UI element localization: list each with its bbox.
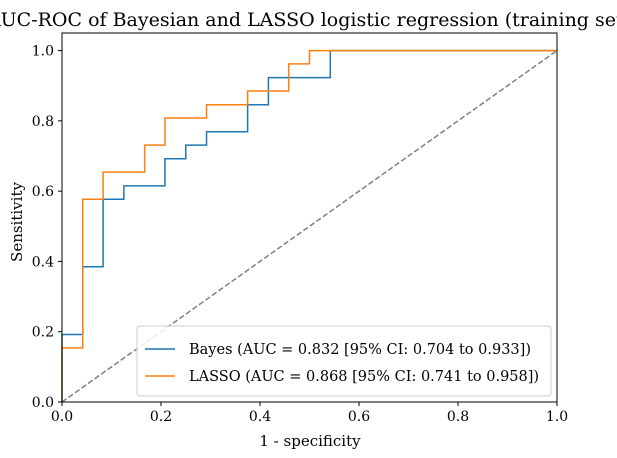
legend-entry-1: LASSO (AUC = 0.868 [95% CI: 0.741 to 0.9… bbox=[189, 369, 539, 385]
x-tick-label: 0.2 bbox=[150, 409, 172, 425]
y-tick-label: 0.6 bbox=[32, 184, 54, 200]
y-tick-label: 0.8 bbox=[32, 114, 54, 130]
y-axis-label: Sensitivity bbox=[8, 182, 26, 262]
x-tick-label: 0.4 bbox=[249, 409, 271, 425]
x-tick-label: 0.6 bbox=[348, 409, 370, 425]
y-tick-label: 1.0 bbox=[32, 44, 54, 60]
series-line-1 bbox=[61, 49, 557, 402]
x-axis-label: 1 - specificity bbox=[259, 432, 361, 450]
y-tick-label: 0.0 bbox=[32, 395, 54, 411]
legend-entry-0: Bayes (AUC = 0.832 [95% CI: 0.704 to 0.9… bbox=[189, 342, 531, 358]
plot-area: 0.0 0.2 0.4 0.6 0.8 1.0 0.0 0.2 0.4 0.6 0.8 1.0 Baye… bbox=[32, 32, 568, 425]
chart-title: AUC-ROC of Bayesian and LASSO logistic r… bbox=[0, 9, 617, 31]
x-tick-label: 0.0 bbox=[51, 409, 73, 425]
legend-box bbox=[136, 325, 552, 397]
x-tick-label: 0.8 bbox=[447, 409, 469, 425]
plot-frame bbox=[61, 32, 558, 403]
y-tick-label: 0.2 bbox=[32, 325, 54, 341]
series-line-0 bbox=[61, 49, 557, 402]
y-tick-label: 0.4 bbox=[32, 254, 54, 270]
x-tick-label: 1.0 bbox=[546, 409, 568, 425]
